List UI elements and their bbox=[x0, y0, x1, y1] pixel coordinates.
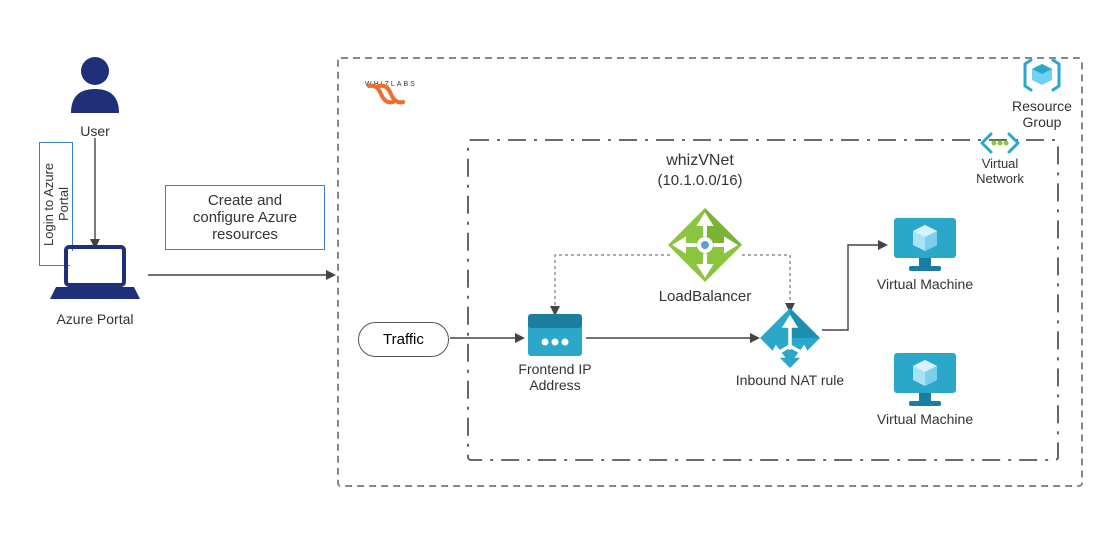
connections bbox=[0, 0, 1117, 550]
vm2-label: Virtual Machine bbox=[873, 411, 977, 427]
resource-group-label: Resource Group bbox=[1002, 98, 1082, 130]
login-text: Login to Azure Portal bbox=[41, 149, 71, 259]
frontend-label: Frontend IP Address bbox=[505, 361, 605, 393]
vm2-icon bbox=[891, 350, 959, 408]
vnet-cidr: (10.1.0.0/16) bbox=[630, 172, 770, 189]
create-box: Create and configure Azure resources bbox=[165, 185, 325, 250]
nat-label: Inbound NAT rule bbox=[732, 372, 848, 388]
traffic-text: Traffic bbox=[383, 331, 424, 348]
frontend-ip-icon bbox=[526, 312, 584, 358]
vnet-icon bbox=[978, 130, 1022, 156]
loadbalancer-label: LoadBalancer bbox=[650, 288, 760, 305]
whizlabs-logo: WHIZLABS bbox=[365, 82, 417, 88]
portal-label: Azure Portal bbox=[50, 311, 140, 327]
laptop-icon bbox=[50, 245, 140, 305]
user-label: User bbox=[70, 123, 120, 139]
resource-group-icon bbox=[1019, 54, 1065, 96]
nat-icon bbox=[758, 306, 822, 370]
traffic-node: Traffic bbox=[358, 322, 449, 357]
vnet-icon-label: Virtual Network bbox=[968, 157, 1032, 187]
diagram-canvas: User Login to Azure Portal Azure Portal … bbox=[0, 0, 1117, 550]
vnet-name: whizVNet bbox=[630, 152, 770, 170]
create-text: Create and configure Azure resources bbox=[193, 192, 297, 243]
vm1-label: Virtual Machine bbox=[873, 276, 977, 292]
loadbalancer-icon bbox=[665, 205, 745, 285]
vm1-icon bbox=[891, 215, 959, 273]
user-icon bbox=[67, 55, 123, 115]
